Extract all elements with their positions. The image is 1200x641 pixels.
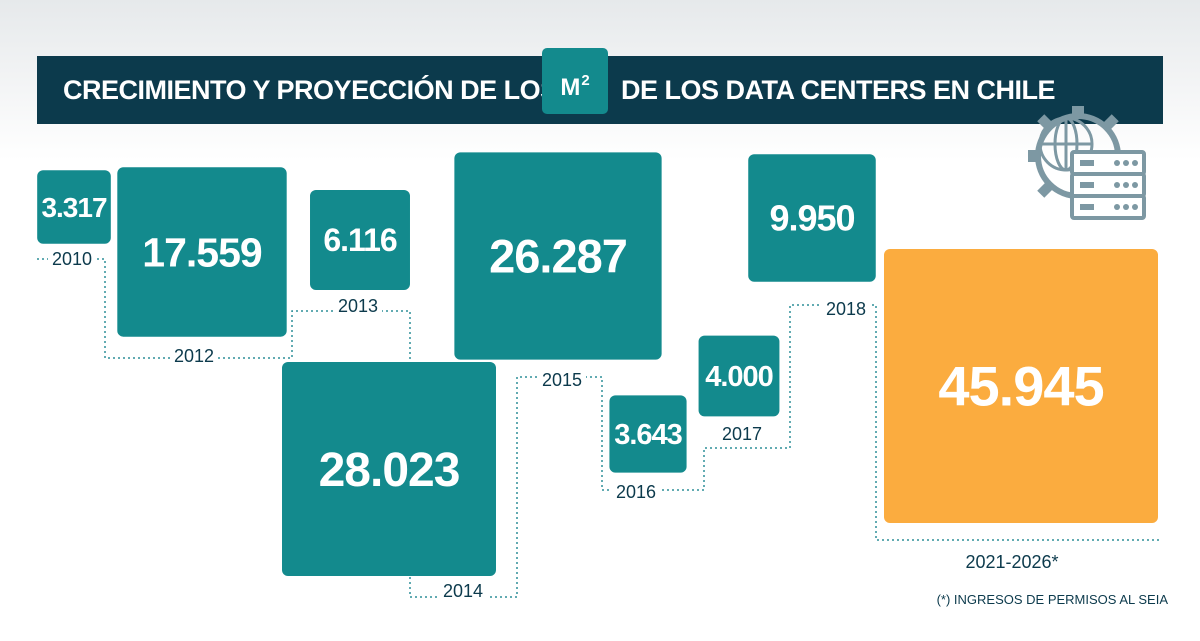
year-label-2016: 2016 (616, 482, 656, 502)
year-label-bg (334, 296, 382, 316)
year-label-bg (822, 299, 870, 319)
unit-badge-superscript: 2 (581, 72, 590, 89)
bar-2014 (282, 362, 496, 576)
value-label-2012: 17.559 (142, 229, 262, 275)
footnote: (*) INGRESOS DE PERMISOS AL SEIA (936, 592, 1168, 607)
value-squares: 3.317 2010 17.559 2012 6.116 2013 28.023 2014 26… (37, 152, 1158, 601)
value-label-2018: 9.950 (769, 198, 854, 239)
title-suffix: DE LOS DATA CENTERS EN CHILE (621, 75, 1056, 105)
connector-lines (37, 258, 1160, 598)
year-label-2010: 2010 (52, 249, 92, 269)
year-label-2015: 2015 (542, 370, 582, 390)
year-label-2017: 2017 (722, 424, 762, 444)
year-label-2018: 2018 (826, 299, 866, 319)
year-label-bg (718, 424, 766, 444)
bar-2017 (698, 335, 780, 417)
year-label-2012: 2012 (174, 346, 214, 366)
year-label-bg (538, 370, 586, 390)
year-label-bg (170, 346, 218, 366)
value-label-2015: 26.287 (489, 229, 627, 282)
bar-2015 (454, 152, 662, 360)
bar-2012 (117, 167, 287, 337)
value-label-2021-2026*: 45.945 (938, 355, 1103, 418)
value-label-2013: 6.116 (323, 222, 397, 258)
data-center-server-icon (1028, 106, 1146, 220)
year-label-2013: 2013 (338, 296, 378, 316)
connector-path (37, 258, 1160, 598)
year-label-2021-2026*: 2021-2026* (965, 552, 1058, 572)
bar-2010 (37, 170, 111, 244)
year-label-bg (958, 552, 1066, 572)
bar-2013 (310, 190, 410, 290)
year-label-bg (612, 482, 660, 502)
value-label-2017: 4.000 (705, 361, 773, 393)
year-label-bg (48, 249, 96, 269)
year-label-2014: 2014 (443, 581, 483, 601)
unit-badge: M2 (542, 48, 608, 114)
bar-2016 (609, 395, 687, 473)
value-label-2016: 3.643 (614, 419, 682, 451)
year-label-bg (439, 581, 487, 601)
unit-badge-text: M (560, 74, 581, 101)
value-label-2010: 3.317 (41, 192, 106, 223)
bar-2018 (748, 154, 876, 282)
bar-2021-2026* (884, 249, 1158, 523)
title-prefix: CRECIMIENTO Y PROYECCIÓN DE LOS (63, 75, 558, 105)
value-label-2014: 28.023 (319, 444, 460, 497)
